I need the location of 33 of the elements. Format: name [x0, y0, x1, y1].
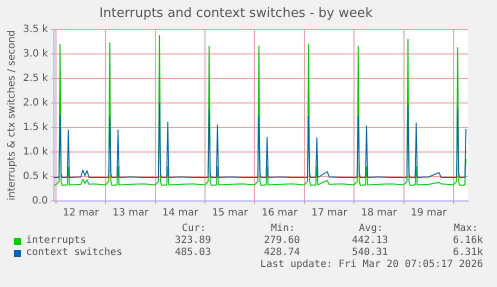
- y-tick-label: 3.0 k: [23, 48, 48, 60]
- text: Avg:: [358, 223, 383, 234]
- x-tick-label: 15 mar: [212, 208, 249, 219]
- x-tick-label: 19 mar: [410, 208, 448, 219]
- y-tick-label: 1.0 k: [23, 146, 48, 158]
- legend-label: interrupts: [26, 235, 86, 246]
- text: 6.16k: [452, 235, 483, 246]
- text: 485.03: [174, 247, 211, 258]
- x-tick-label: 12 mar: [62, 208, 100, 219]
- y-tick-label: 0.0: [32, 196, 48, 207]
- text: Last update: Fri Mar 20 07:05:17 2026: [260, 259, 483, 270]
- y-tick-label: 3.5 k: [23, 24, 48, 36]
- text: 540.31: [352, 247, 388, 258]
- text: 428.74: [264, 247, 300, 258]
- chart-title: Interrupts and context switches - by week: [99, 6, 374, 22]
- y-tick-label: 2.5 k: [23, 73, 48, 84]
- text: Cur:: [182, 223, 206, 234]
- text: 6.31k: [452, 247, 483, 258]
- x-tick-label: 14 mar: [162, 208, 200, 219]
- text: Min:: [270, 223, 295, 234]
- y-axis-title: interrupts & ctx switches / second: [6, 30, 18, 201]
- text: 279.60: [264, 235, 300, 246]
- text: Max:: [454, 223, 478, 234]
- legend-label: context switches: [26, 247, 122, 258]
- y-tick-label: 1.5 k: [23, 122, 48, 134]
- x-tick-label: 16 mar: [262, 208, 298, 219]
- y-tick-label: 2.0 k: [23, 98, 48, 109]
- y-tick-label: 0.5 k: [23, 171, 48, 182]
- text: 442.13: [352, 235, 388, 246]
- x-tick-label: 17 mar: [311, 208, 348, 219]
- x-tick-label: 13 mar: [112, 208, 150, 219]
- x-tick-label: 18 mar: [361, 208, 398, 219]
- text: 323.89: [174, 235, 211, 246]
